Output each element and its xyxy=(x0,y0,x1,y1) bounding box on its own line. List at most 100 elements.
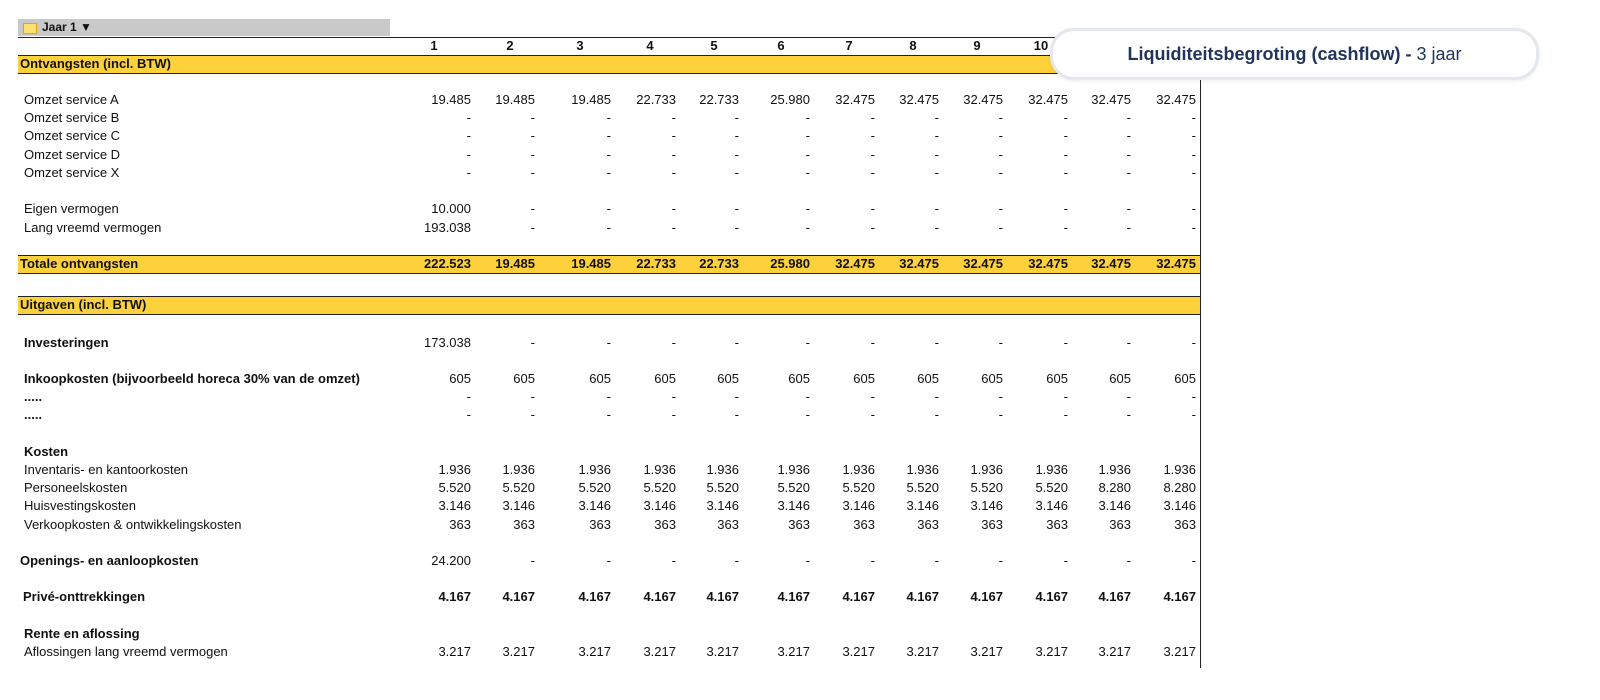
cell-value: - xyxy=(530,407,535,422)
cell-value: 3.146 xyxy=(706,498,739,513)
cell-value: - xyxy=(606,128,611,143)
column-header: 3 xyxy=(576,38,584,53)
cell-value: 5.520 xyxy=(578,480,611,495)
cell-value: - xyxy=(805,553,810,568)
cell-value: 3.217 xyxy=(1098,644,1131,659)
cell-value: - xyxy=(734,389,739,404)
cell-value: - xyxy=(870,407,875,422)
cell-value: - xyxy=(1191,220,1196,235)
cell-value: - xyxy=(870,553,875,568)
cell-value: - xyxy=(805,335,810,350)
cell-value: - xyxy=(1191,165,1196,180)
cell-value: 5.520 xyxy=(502,480,535,495)
cell-value: - xyxy=(934,165,939,180)
cell-value: 1.936 xyxy=(578,462,611,477)
column-header: 8 xyxy=(909,38,917,53)
cell-value: - xyxy=(805,147,810,162)
cell-value: 10.000 xyxy=(431,201,471,216)
cell-value: 3.217 xyxy=(970,644,1003,659)
row-label: Omzet service A xyxy=(24,92,119,107)
cell-value: - xyxy=(1126,110,1131,125)
column-header: 2 xyxy=(506,38,514,53)
cell-value: - xyxy=(466,165,471,180)
cell-value: - xyxy=(1126,553,1131,568)
cell-value: 3.146 xyxy=(777,498,810,513)
cell-value: - xyxy=(805,110,810,125)
cell-value: 3.217 xyxy=(777,644,810,659)
cell-value: - xyxy=(998,165,1003,180)
cell-value: - xyxy=(805,201,810,216)
cell-value: 4.167 xyxy=(1163,589,1196,604)
sheet-tab[interactable] xyxy=(18,19,390,36)
cell-value: 3.146 xyxy=(643,498,676,513)
cell-value: - xyxy=(734,147,739,162)
column-header: 9 xyxy=(973,38,981,53)
cell-value: - xyxy=(1063,110,1068,125)
cell-value: - xyxy=(870,335,875,350)
cell-value: - xyxy=(671,110,676,125)
cell-value: 32.475 xyxy=(1091,256,1131,271)
cell-value: - xyxy=(805,165,810,180)
cell-value: - xyxy=(805,407,810,422)
cell-value: - xyxy=(606,553,611,568)
cell-value: - xyxy=(606,147,611,162)
column-header: 5 xyxy=(710,38,718,53)
cell-value: - xyxy=(530,389,535,404)
cell-value: 3.217 xyxy=(842,644,875,659)
cell-value: 1.936 xyxy=(906,462,939,477)
cell-value: - xyxy=(1063,165,1068,180)
cell-value: 32.475 xyxy=(1028,256,1068,271)
cell-value: - xyxy=(1126,220,1131,235)
cell-value: 32.475 xyxy=(963,256,1003,271)
cell-value: - xyxy=(606,407,611,422)
column-header: 1 xyxy=(430,38,438,53)
cell-value: - xyxy=(1191,128,1196,143)
row-label: Lang vreemd vermogen xyxy=(24,220,162,235)
cell-value: - xyxy=(734,128,739,143)
cell-value: - xyxy=(870,389,875,404)
cell-value: - xyxy=(606,335,611,350)
cell-value: 363 xyxy=(654,517,676,532)
row-label: Eigen vermogen xyxy=(24,201,119,216)
row-label: ..... xyxy=(24,389,43,404)
cell-value: 5.520 xyxy=(777,480,810,495)
cell-value: 19.485 xyxy=(495,256,535,271)
cell-value: - xyxy=(870,128,875,143)
cell-value: - xyxy=(998,389,1003,404)
cell-value: 24.200 xyxy=(431,553,471,568)
cell-value: 363 xyxy=(513,517,535,532)
cell-value: 3.217 xyxy=(643,644,676,659)
cell-value: 32.475 xyxy=(835,256,875,271)
section-band xyxy=(18,55,1200,74)
cell-value: - xyxy=(805,128,810,143)
cell-value: 605 xyxy=(1046,371,1068,386)
tab-label[interactable]: Jaar 1 ▼ xyxy=(42,20,92,34)
cell-value: 8.280 xyxy=(1098,480,1131,495)
row-label: Inventaris- en kantoorkosten xyxy=(24,462,189,477)
cell-value: 363 xyxy=(589,517,611,532)
cell-value: - xyxy=(606,220,611,235)
cell-value: 605 xyxy=(853,371,875,386)
row-label: Omzet service C xyxy=(24,128,121,143)
row-label: Ontvangsten (incl. BTW) xyxy=(20,56,171,71)
cell-value: - xyxy=(606,110,611,125)
cell-value: - xyxy=(998,128,1003,143)
cell-value: 32.475 xyxy=(963,92,1003,107)
cell-value: 222.523 xyxy=(424,256,471,271)
cell-value: 173.038 xyxy=(424,335,471,350)
cell-value: 605 xyxy=(513,371,535,386)
row-label: Omzet service D xyxy=(24,147,121,162)
cell-value: 3.217 xyxy=(578,644,611,659)
cell-value: - xyxy=(1063,407,1068,422)
cell-value: 19.485 xyxy=(571,92,611,107)
cell-value: 605 xyxy=(981,371,1003,386)
cell-value: 5.520 xyxy=(438,480,471,495)
row-label: Uitgaven (incl. BTW) xyxy=(20,297,147,312)
cell-value: - xyxy=(870,147,875,162)
cell-value: 3.217 xyxy=(1035,644,1068,659)
column-header: 7 xyxy=(845,38,853,53)
cell-value: 4.167 xyxy=(842,589,875,604)
badge-period: 3 jaar xyxy=(1416,43,1462,64)
cell-value: - xyxy=(606,389,611,404)
row-label: Privé-onttrekkingen xyxy=(23,589,146,604)
